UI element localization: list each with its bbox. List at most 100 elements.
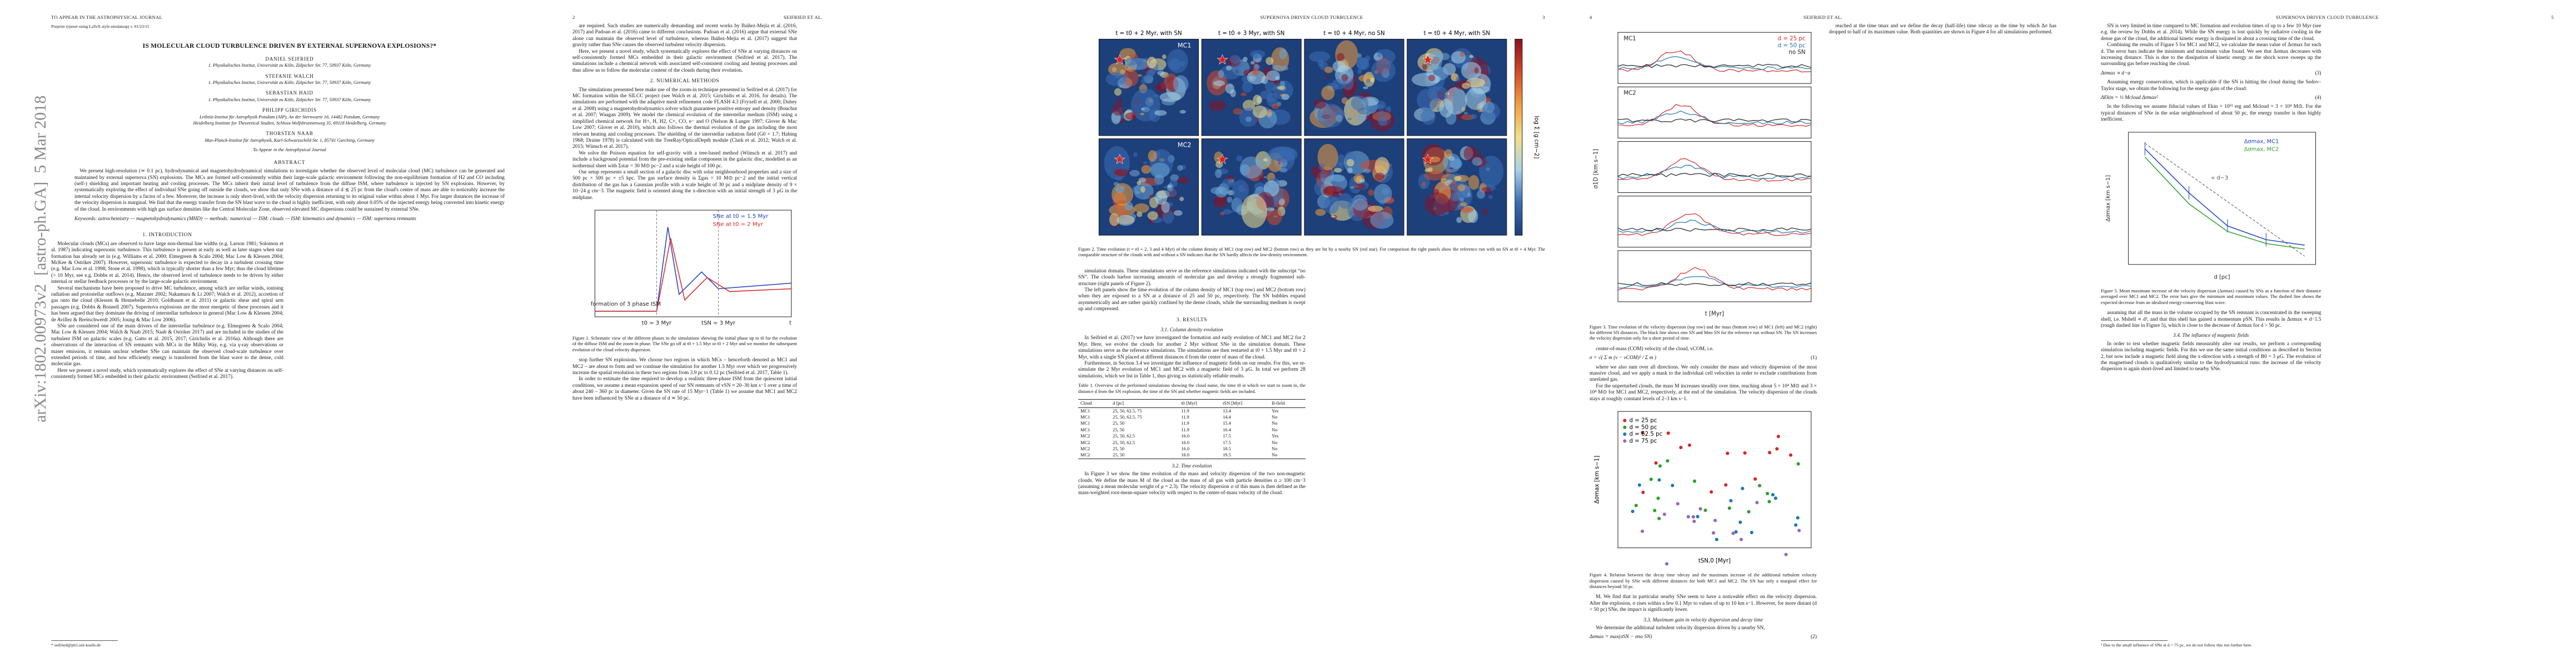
density-blob	[1265, 81, 1277, 92]
density-blob	[1336, 53, 1344, 61]
density-blob	[1147, 211, 1158, 220]
scatter-dot	[1741, 486, 1745, 490]
density-blob	[1267, 109, 1273, 117]
column-header: t0 [Myr]	[1179, 399, 1221, 408]
density-blob	[1378, 116, 1388, 127]
plot-frame	[2128, 132, 2316, 265]
table-row: MC2 25, 50, 62.5 16.0 17.5 No	[1078, 440, 1306, 446]
page: 4 SEIFRIED ET AL. MC1 MC2 d = 25 pc d = 50 pc…	[1567, 0, 2079, 667]
author-name: DANIEL SEIFRIED	[265, 56, 314, 62]
density-blob	[1250, 49, 1265, 58]
density-blob	[1114, 72, 1120, 79]
density-blob	[1265, 57, 1274, 65]
figure-label: t	[789, 320, 791, 326]
density-blob	[1222, 178, 1235, 187]
subsection-heading: 3.2. Time evolution	[1172, 463, 1212, 469]
paragraph: We determine the additional turbulent ve…	[1596, 625, 1765, 631]
equation: Δσmax ∝ d−α (3)	[2101, 71, 2321, 77]
figure: SNe at t0 = 1.5 Myr SNe at t0 = 2 Myr form…	[572, 205, 797, 353]
header-left: TO APPEAR IN THE ASTROPHYSICAL JOURNAL	[51, 14, 163, 20]
density-blob	[1114, 88, 1122, 96]
density-blob	[1148, 150, 1157, 162]
affiliation: 1. Physikalisches Institut, Universität …	[208, 80, 371, 86]
density-blob	[1162, 210, 1174, 224]
density-blob	[1225, 83, 1235, 94]
density-blob	[1228, 211, 1234, 213]
table-cell: MC2	[1080, 446, 1090, 451]
scatter-dot	[1743, 451, 1747, 455]
density-blob	[1114, 169, 1129, 176]
panel-title: t = t0 + 4 Myr, no SN	[1323, 30, 1384, 37]
density-blob	[1232, 180, 1249, 201]
full-width-section: IS MOLECULAR CLOUD TURBULENCE DRIVEN BY …	[51, 37, 528, 222]
paragraph: The left panels show the time evolution …	[1078, 287, 1306, 312]
page-header: SUPERNOVA DRIVEN CLOUD TURBULENCE 5	[2101, 14, 2554, 23]
legend-label: d = 25 pc	[1630, 418, 1657, 424]
header-right: 3	[1542, 14, 1545, 20]
density-blob	[1477, 153, 1482, 158]
density-blob	[1466, 78, 1486, 88]
density-blob	[1161, 201, 1170, 213]
density-blob	[1154, 190, 1168, 205]
schematic-curve	[1618, 276, 1811, 288]
table-cell: 19.5	[1220, 452, 1270, 459]
schematic-curve	[1617, 63, 1811, 68]
density-blob	[1468, 209, 1478, 223]
table-cell: 16.0	[1181, 440, 1190, 445]
map-frame	[1201, 138, 1302, 236]
density-blob	[1449, 167, 1454, 170]
legend-label: d = 75 pc	[1630, 438, 1657, 444]
density-blob	[1157, 81, 1167, 93]
figure-label: Δσmax, MC2	[2244, 146, 2279, 152]
column-header: B-field	[1269, 399, 1306, 408]
table-cell: 11.9	[1181, 427, 1189, 432]
density-blob	[1373, 183, 1392, 203]
scatter-dot	[1654, 461, 1658, 465]
density-blob	[1143, 161, 1148, 165]
density-blob	[1424, 192, 1451, 216]
density-blob	[1349, 186, 1355, 189]
density-blob	[1272, 65, 1282, 71]
density-blob	[1341, 74, 1348, 82]
abstract-heading: ABSTRACT	[273, 160, 306, 166]
density-blob	[1332, 78, 1346, 90]
preprint-note: Preprint typeset using LaTeX style emula…	[51, 24, 150, 29]
density-blob	[1424, 171, 1445, 181]
table-cell: 25, 50, 62.5, 75	[1113, 408, 1142, 414]
paragraph: For the unperturbed clouds, the mass M i…	[1590, 383, 1817, 402]
table-cell: No	[1272, 427, 1278, 432]
scatter-dot	[1753, 477, 1757, 481]
density-blob	[1279, 48, 1287, 59]
density-blob	[1472, 157, 1483, 166]
density-blob	[1357, 107, 1371, 115]
density-blob	[1168, 58, 1181, 71]
density-blob	[1439, 98, 1453, 118]
density-blob	[1179, 197, 1184, 201]
density-blob	[1474, 67, 1479, 74]
density-blob	[1336, 115, 1343, 122]
scatter-dot	[1739, 537, 1743, 541]
two-column-body: are required. Such studies are numerical…	[572, 23, 1034, 648]
scatter-dot	[1637, 483, 1641, 487]
header-left	[2101, 14, 2252, 23]
density-blob	[1142, 76, 1148, 80]
paragraph: Here, we present a novel study, which sy…	[572, 48, 797, 73]
page-header: 2 SEIFRIED ET AL.	[572, 14, 1034, 23]
table-cell: 17.5	[1223, 440, 1231, 445]
density-blob	[1210, 187, 1223, 195]
density-blob	[1357, 69, 1362, 74]
table-cell: 25, 50, 62.5	[1113, 434, 1135, 439]
density-blob	[1123, 69, 1139, 87]
affiliation: 1. Physikalisches Institut, Universität …	[208, 97, 371, 102]
density-blob	[1351, 96, 1369, 111]
scatter-dot	[1784, 552, 1788, 556]
figure-label: d [pc]	[2214, 274, 2230, 280]
density-blob	[1147, 56, 1157, 69]
density-blob	[1141, 165, 1152, 174]
scatter-dot	[1692, 519, 1696, 523]
density-blob	[1427, 86, 1448, 102]
panel-frame	[1617, 86, 1812, 138]
scatter-dot	[1796, 516, 1800, 520]
y-axis-label: Δσmax [km s−1]	[1594, 456, 1600, 504]
